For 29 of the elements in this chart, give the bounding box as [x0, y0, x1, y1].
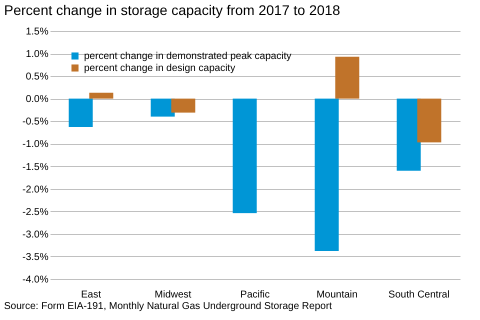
y-tick-label: -2.0% [22, 184, 49, 196]
bar [396, 98, 421, 171]
y-tick-label: -0.5% [22, 116, 49, 128]
x-tick-label: East [80, 290, 102, 300]
x-tick-label: South Central [388, 290, 450, 300]
x-tick-label: Midwest [154, 290, 192, 300]
legend-label: percent change in design capacity [84, 63, 236, 74]
y-tick-label: 1.5% [26, 26, 49, 38]
x-tick-label: Pacific [240, 290, 270, 300]
bar [417, 98, 442, 142]
y-tick-label: -1.5% [22, 162, 49, 173]
bar [232, 98, 257, 214]
y-tick-label: -3.0% [22, 229, 49, 240]
bar [171, 98, 196, 113]
y-tick-label: -3.5% [22, 252, 49, 263]
y-tick-label: 0.0% [26, 94, 49, 106]
x-tick-label: Mountain [316, 290, 358, 300]
y-tick-label: -1.0% [22, 139, 49, 150]
y-tick-label: -4.0% [22, 274, 49, 286]
bar [335, 56, 360, 99]
y-tick-label: -2.5% [22, 206, 49, 218]
y-tick-label: 0.5% [26, 72, 49, 83]
source-note: Source: Form EIA-191, Monthly Natural Gas Underground Storage Report [4, 301, 333, 312]
y-tick-label: 1.0% [26, 49, 49, 60]
chart-title: Percent change in storage capacity from 2017 to 2018 [4, 2, 340, 18]
legend-label: percent change in demonstrated peak capacity [84, 51, 292, 62]
bar [68, 98, 93, 128]
bar [89, 92, 114, 99]
bar [314, 98, 339, 252]
